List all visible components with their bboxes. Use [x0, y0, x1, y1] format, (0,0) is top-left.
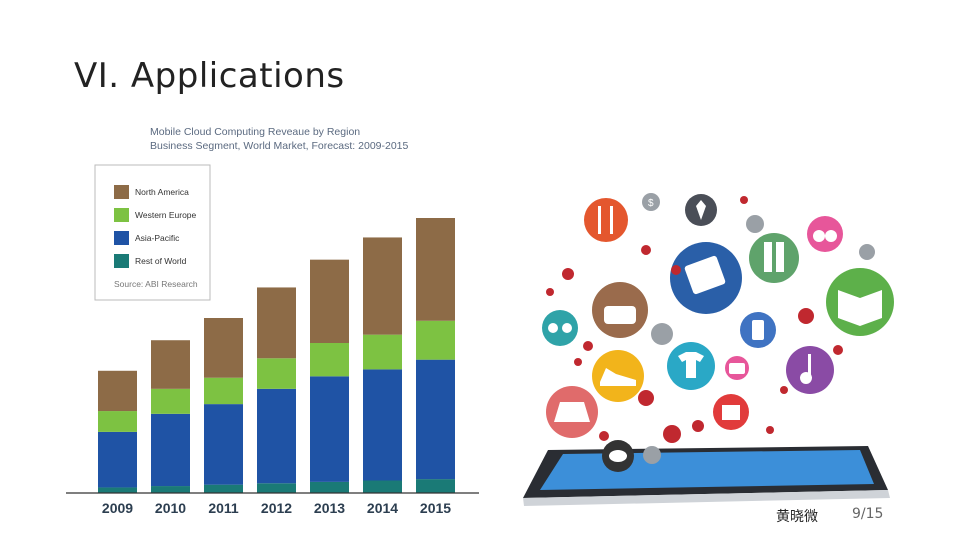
x-tick-label: 2012 [261, 500, 292, 516]
bar-2015-asia-pacific [416, 359, 455, 480]
x-tick-label: 2010 [155, 500, 186, 516]
phone-icon [740, 312, 776, 348]
legend-swatch [114, 231, 129, 245]
bar-2011-western-europe [204, 377, 243, 405]
x-tick-label: 2013 [314, 500, 345, 516]
bar-2009-asia-pacific [98, 431, 137, 488]
legend-swatch [114, 254, 129, 268]
bar-2012-north-america [257, 287, 296, 359]
slide-title: VI. Applications [74, 56, 345, 96]
shoe-icon [592, 350, 644, 402]
x-tick-label: 2014 [367, 500, 398, 516]
chart-source: Source: ABI Research [114, 279, 198, 289]
tablet-screen-icon [670, 242, 742, 314]
x-tick-labels: 2009 2010 2011 2012 2013 2014 2015 [102, 500, 451, 516]
bar-2009-north-america [98, 370, 137, 412]
bra-icon [807, 216, 843, 252]
book-icon [826, 268, 894, 336]
heart-decorations [546, 196, 843, 443]
tshirt-icon [667, 342, 715, 390]
bar-2012-asia-pacific [257, 388, 296, 484]
bar-2013-western-europe [310, 343, 349, 377]
bar-2010-rest-of-world [151, 486, 190, 493]
handbag-icon [592, 282, 648, 338]
bar-2013-asia-pacific [310, 376, 349, 482]
gift-icon [713, 394, 749, 430]
legend-swatch [114, 185, 129, 199]
x-tick-label: 2015 [420, 500, 451, 516]
bar-2015-north-america [416, 218, 455, 321]
bar-2011-rest-of-world [204, 484, 243, 493]
x-tick-label: 2011 [208, 500, 239, 516]
legend-label: North America [135, 187, 189, 197]
bar-2015-western-europe [416, 320, 455, 360]
bar-2011-asia-pacific [204, 404, 243, 485]
bar-2013-north-america [310, 259, 349, 343]
glasses-icon [542, 310, 578, 346]
skirt-icon [546, 386, 598, 438]
bar-2010-western-europe [151, 388, 190, 414]
legend-label: Western Europe [135, 210, 197, 220]
bar-2011-north-america [204, 318, 243, 378]
bar-2015-rest-of-world [416, 479, 455, 493]
chart-legend: North America Western Europe Asia-Pacific R… [94, 164, 211, 301]
bar-2014-north-america [363, 237, 402, 335]
guitar-icon [786, 346, 834, 394]
legend-label: Rest of World [135, 256, 187, 266]
camera-icon [725, 356, 749, 380]
pigeon-icon [602, 440, 634, 472]
pants-icon [749, 233, 799, 283]
bar-2009-western-europe [98, 411, 137, 432]
chart-subtitle: Business Segment, World Market, Forecast… [150, 140, 409, 152]
bars-group [98, 218, 455, 493]
dollar-coins: $ [642, 193, 875, 464]
stacked-bar-chart: Mobile Cloud Computing Reveaue by Region… [66, 126, 479, 516]
footer-author: 黄晓微 [776, 509, 818, 525]
bar-2012-rest-of-world [257, 483, 296, 493]
legend-swatch [114, 208, 129, 222]
bar-2009-rest-of-world [98, 487, 137, 493]
tablet-icon [523, 446, 890, 506]
chart-title: Mobile Cloud Computing Reveaue by Region [150, 126, 360, 138]
mobile-shopping-illustration: $ [523, 193, 894, 506]
page-number: 9/15 [852, 506, 884, 522]
bar-2012-western-europe [257, 358, 296, 389]
restaurant-icon [584, 198, 628, 242]
tie-icon [685, 194, 717, 226]
x-tick-label: 2009 [102, 500, 133, 516]
bar-2010-asia-pacific [151, 413, 190, 487]
legend-label: Asia-Pacific [135, 233, 180, 243]
bar-2013-rest-of-world [310, 481, 349, 493]
bar-2014-western-europe [363, 334, 402, 370]
bar-2010-north-america [151, 340, 190, 389]
dollar-label: $ [648, 198, 654, 209]
bar-2014-rest-of-world [363, 480, 402, 493]
bar-2014-asia-pacific [363, 369, 402, 481]
